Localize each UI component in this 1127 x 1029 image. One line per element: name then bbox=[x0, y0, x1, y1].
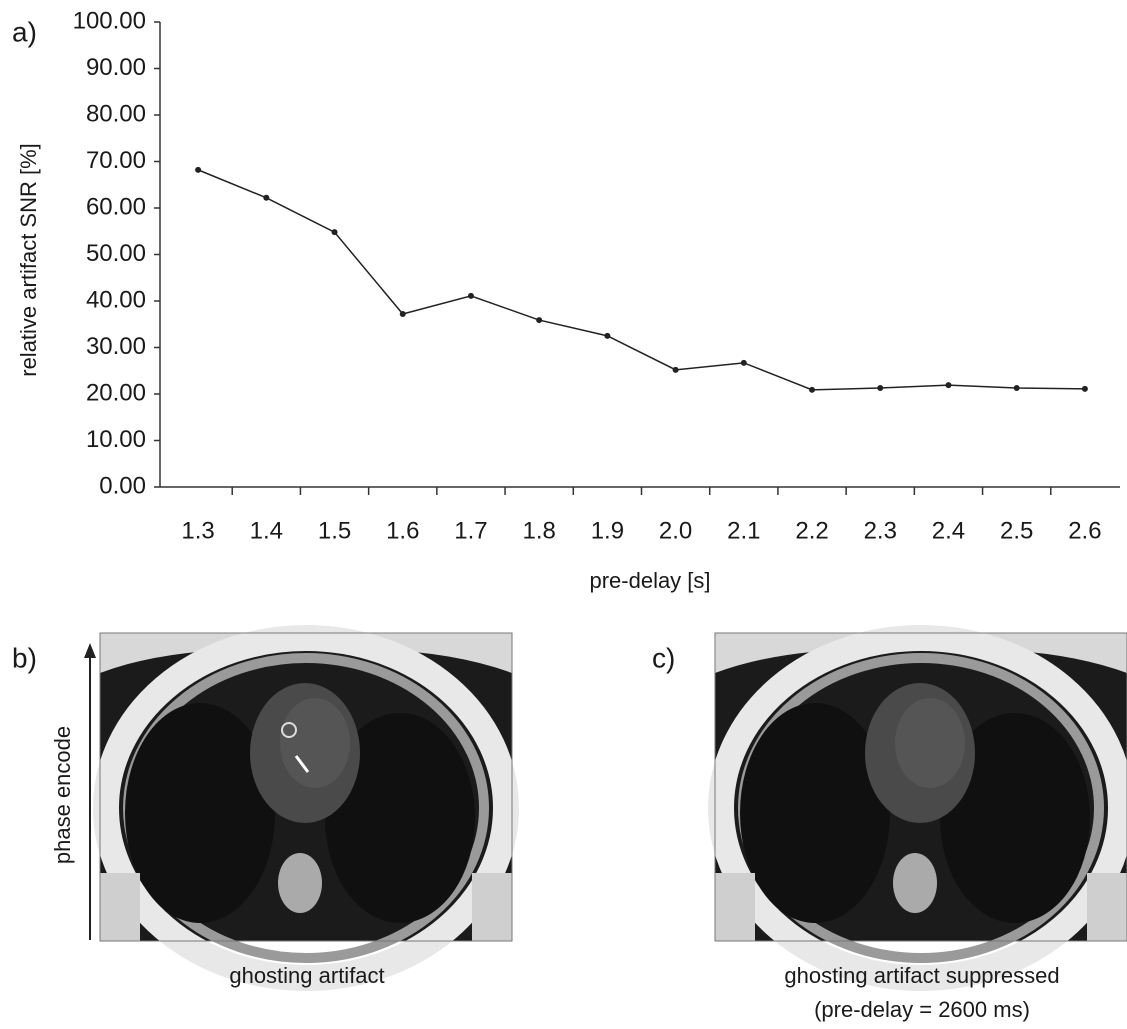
phase-arrowhead bbox=[84, 643, 96, 658]
x-tick-label: 2.6 bbox=[1068, 517, 1101, 544]
y-tick-label: 30.00 bbox=[86, 333, 146, 360]
panel-label: c) bbox=[652, 642, 675, 673]
x-tick-label: 1.6 bbox=[386, 517, 419, 544]
mri-image bbox=[100, 633, 512, 978]
marker bbox=[263, 194, 270, 201]
x-tick-label: 1.3 bbox=[181, 517, 214, 544]
x-tick-label: 2.2 bbox=[795, 517, 828, 544]
marker bbox=[809, 386, 816, 393]
x-tick-label: 1.7 bbox=[454, 517, 487, 544]
marker bbox=[1081, 385, 1088, 392]
x-tick-label: 2.3 bbox=[864, 517, 897, 544]
marker bbox=[399, 311, 406, 318]
mri-image bbox=[715, 633, 1127, 978]
marker bbox=[672, 366, 679, 373]
y-tick-label: 50.00 bbox=[86, 240, 146, 267]
caption: ghosting artifact suppressed bbox=[784, 963, 1059, 988]
marker bbox=[945, 382, 952, 389]
plot: 0.00 10.00 20.00 30.00 40.00 50.00 60.00 70.00 8… bbox=[73, 7, 1120, 544]
x-tick-label: 2.4 bbox=[932, 517, 965, 544]
y-tick-label: 80.00 bbox=[86, 100, 146, 127]
panel-label: b) bbox=[12, 642, 37, 673]
x-tick-label: 2.5 bbox=[1000, 517, 1033, 544]
x-axis-title: pre-delay [s] bbox=[589, 568, 710, 593]
y-tick-label: 40.00 bbox=[86, 286, 146, 313]
line bbox=[197, 169, 1085, 391]
marker bbox=[740, 359, 747, 366]
x-tick-label: 1.5 bbox=[318, 517, 351, 544]
marker bbox=[1013, 384, 1020, 391]
y-tick-label: 20.00 bbox=[86, 379, 146, 406]
y-tick-label: 0.00 bbox=[99, 472, 146, 499]
artifact-ring bbox=[281, 722, 297, 738]
marker bbox=[331, 229, 338, 236]
y-tick-label: 60.00 bbox=[86, 193, 146, 220]
x-tick-label: 1.9 bbox=[591, 517, 624, 544]
y-tick-label: 90.00 bbox=[86, 54, 146, 81]
caption: (pre-delay = 2600 ms) bbox=[814, 997, 1030, 1022]
x-tick-label: 2.1 bbox=[727, 517, 760, 544]
y-tick-label: 70.00 bbox=[86, 147, 146, 174]
y-tick-label: 100.00 bbox=[73, 7, 146, 34]
x-tick-label: 1.8 bbox=[522, 517, 555, 544]
arrow bbox=[294, 755, 310, 773]
marker bbox=[604, 332, 611, 339]
marker bbox=[195, 166, 202, 173]
marker bbox=[536, 317, 543, 324]
y-axis-title: relative artifact SNR [%] bbox=[16, 143, 41, 377]
panel-label: a) bbox=[12, 16, 37, 47]
x-tick-label: 2.0 bbox=[659, 517, 692, 544]
phase-label: phase encode bbox=[50, 726, 75, 864]
caption: ghosting artifact bbox=[229, 963, 384, 988]
marker bbox=[467, 292, 474, 299]
x-tick-label: 1.4 bbox=[250, 517, 283, 544]
marker bbox=[877, 384, 884, 391]
y-tick-label: 10.00 bbox=[86, 426, 146, 453]
